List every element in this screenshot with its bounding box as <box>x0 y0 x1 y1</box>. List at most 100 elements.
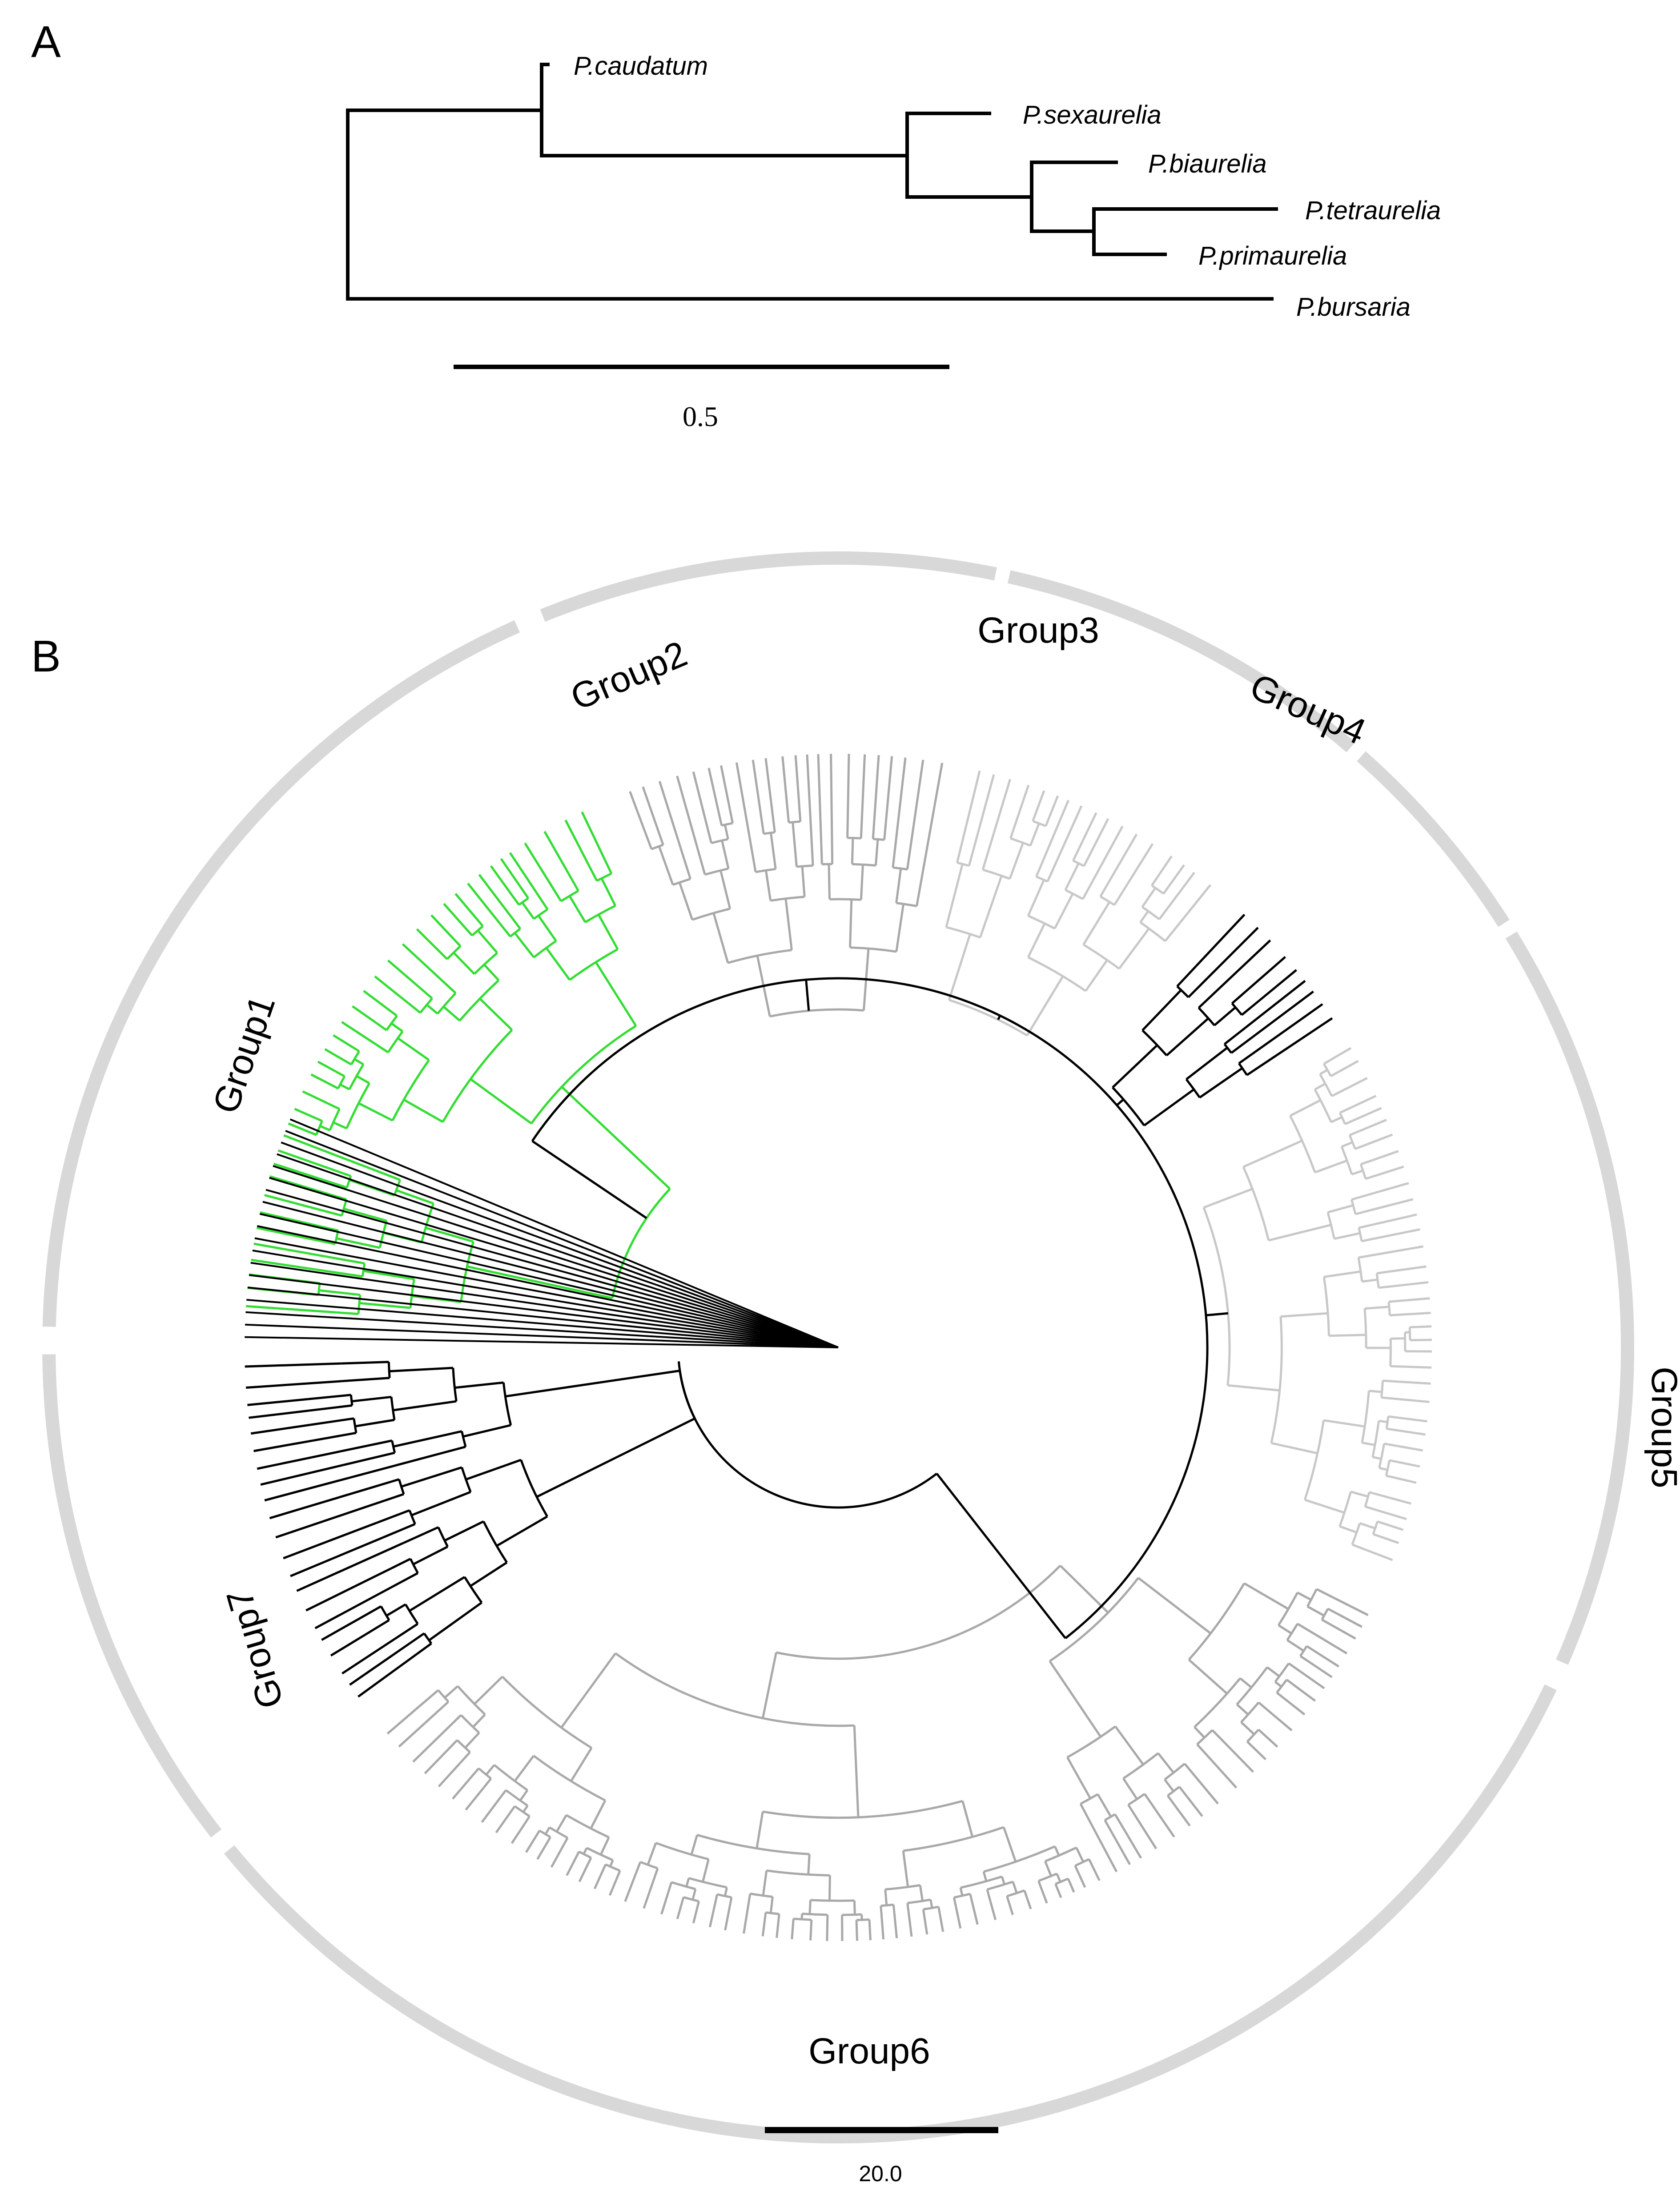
tree-branch <box>1381 1494 1411 1505</box>
tree-branch <box>853 1900 856 1915</box>
tree-branch <box>1357 1118 1387 1133</box>
tree-branch <box>590 1800 607 1829</box>
tree-branch <box>438 1761 462 1788</box>
tree-branch <box>454 892 477 919</box>
tree-branch <box>1096 825 1124 874</box>
tree-branch <box>743 1910 749 1934</box>
tree-branch <box>807 1854 811 1875</box>
tree-branch <box>717 1893 732 1899</box>
tree-branch <box>1359 1107 1382 1118</box>
tree-branch <box>599 1837 610 1855</box>
tree-branch <box>354 1058 364 1065</box>
tree-branch <box>634 1861 642 1877</box>
tree-branch <box>324 1179 347 1189</box>
tree-branch <box>514 1755 535 1782</box>
tree-branch <box>808 1900 812 1914</box>
tree-branch <box>721 822 733 827</box>
tree-branch <box>275 1503 374 1539</box>
tree-branch <box>246 1299 839 1348</box>
tree-branch <box>390 1397 396 1420</box>
tree-branch <box>1266 1666 1280 1677</box>
tree-branch <box>1278 1624 1292 1635</box>
tree-branch <box>1270 1017 1333 1060</box>
tree-branch <box>382 1523 416 1539</box>
tree-branch <box>1384 1523 1404 1531</box>
taxon-label-biaurelia: P.biaurelia <box>1148 149 1267 178</box>
tree-branch <box>593 1872 603 1889</box>
tree-branch <box>478 874 511 917</box>
tree-branch <box>802 1913 828 1916</box>
tree-branch <box>523 1816 531 1825</box>
tree-branch <box>264 1194 319 1211</box>
tree-branch <box>470 1561 508 1587</box>
tree-branch <box>564 820 589 864</box>
tree-branch <box>387 959 422 989</box>
tree-branch <box>568 895 587 923</box>
tree-branch <box>1211 1729 1230 1748</box>
tree-branch <box>1141 1029 1168 1057</box>
tree-branch <box>418 1689 439 1708</box>
tree-branch <box>387 1030 404 1053</box>
tree-branch <box>477 929 498 954</box>
tree-branch <box>642 826 653 850</box>
tree-branch <box>676 1902 683 1919</box>
tree-branch <box>446 1714 462 1730</box>
tree-branch <box>465 1459 522 1481</box>
tree-branch <box>469 1767 480 1780</box>
tree-branch <box>982 1871 988 1882</box>
panel-a-species-tree: A P.caudatum P.sexaurelia P.biaurelia P.… <box>31 17 1441 432</box>
tree-branch <box>537 915 557 942</box>
tree-branch <box>363 990 388 1009</box>
tree-branch <box>509 928 521 937</box>
tree-branch <box>692 1906 699 1924</box>
tree-branch <box>249 1409 309 1419</box>
tree-branch <box>983 1845 1056 1873</box>
ring-arc-group5 <box>1505 931 1634 1665</box>
tree-branch <box>1068 1881 1075 1893</box>
tree-branch <box>872 819 876 839</box>
tree-branch <box>806 754 812 821</box>
taxon-label-tetraurelia: P.tetraurelia <box>1305 196 1441 225</box>
tree-branch <box>717 812 723 826</box>
tree-branch <box>565 869 579 892</box>
tree-branch <box>457 1685 486 1716</box>
tree-branch <box>720 765 731 810</box>
tree-branch <box>1046 852 1061 882</box>
group-label-group6: Group6 <box>808 2031 930 2071</box>
tree-branch <box>351 1395 392 1403</box>
ring-arc-group2 <box>540 551 997 622</box>
tree-branch <box>1363 1308 1367 1348</box>
tree-branch <box>1041 1889 1048 1904</box>
tree-branch <box>936 1473 1031 1594</box>
tree-backbone <box>531 977 1228 1639</box>
tree-branch <box>615 1870 621 1880</box>
tree-branch <box>1028 956 1086 992</box>
tree-branch <box>525 1837 536 1853</box>
tree-branch <box>961 1801 974 1837</box>
tree-branch <box>1365 1174 1378 1180</box>
tree-branch <box>401 1466 462 1488</box>
tree-branch <box>765 1911 780 1915</box>
tree-branch <box>328 1167 351 1177</box>
panel-a-label: A <box>31 17 61 67</box>
tree-branch <box>781 756 788 796</box>
tree-branch <box>245 1380 342 1389</box>
tree-branch <box>1137 1820 1158 1849</box>
tree-branch <box>1340 1146 1353 1175</box>
tree-branch <box>1306 1605 1325 1617</box>
tree-branch <box>250 1262 839 1348</box>
tree-branch <box>690 1834 699 1855</box>
tree-branch <box>1339 1060 1359 1073</box>
tree-branch <box>245 1311 839 1348</box>
tree-branch <box>1162 881 1174 895</box>
tree-branch <box>921 763 944 872</box>
tree-branch <box>1371 1420 1380 1458</box>
tree-branch <box>860 864 864 900</box>
tree-branch <box>1374 1245 1423 1256</box>
tree-branch <box>1045 815 1051 827</box>
tree-branch <box>1262 1003 1323 1048</box>
tree-branch <box>478 1767 492 1780</box>
tree-branch <box>1358 1224 1370 1229</box>
tree-branch <box>948 933 971 1001</box>
tree-branch <box>1364 1491 1371 1507</box>
